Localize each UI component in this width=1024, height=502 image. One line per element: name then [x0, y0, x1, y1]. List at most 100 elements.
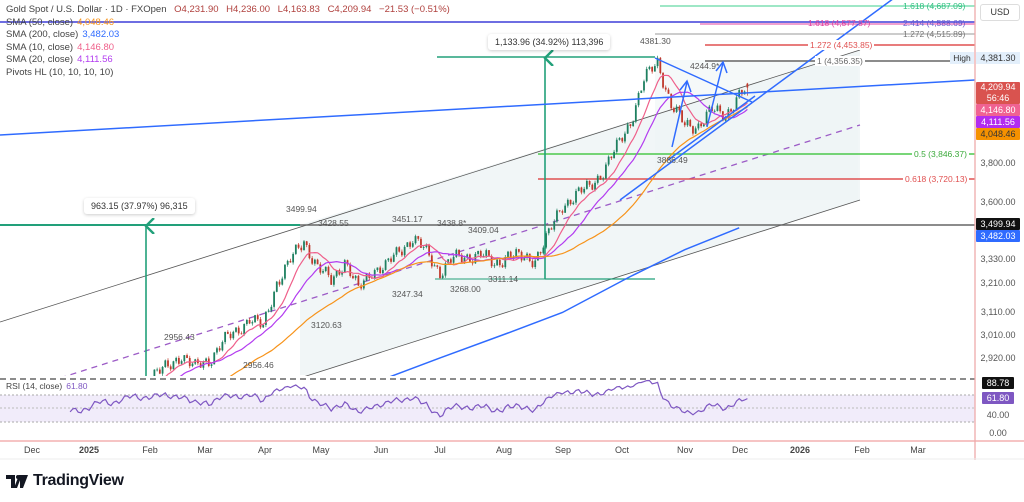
candle[interactable]	[667, 89, 670, 94]
candle[interactable]	[488, 250, 490, 257]
candle[interactable]	[692, 126, 694, 134]
candle[interactable]	[313, 259, 316, 264]
candle[interactable]	[594, 182, 596, 190]
candle[interactable]	[83, 433, 85, 441]
candle[interactable]	[346, 260, 349, 265]
candle[interactable]	[284, 264, 286, 279]
candle[interactable]	[662, 73, 664, 88]
candle[interactable]	[626, 124, 629, 134]
candle[interactable]	[428, 244, 431, 256]
candle[interactable]	[72, 432, 74, 438]
candle[interactable]	[237, 327, 240, 334]
candle[interactable]	[151, 382, 153, 387]
candle[interactable]	[401, 251, 403, 256]
candle[interactable]	[226, 331, 229, 334]
candle[interactable]	[632, 121, 635, 127]
candle[interactable]	[156, 369, 159, 371]
candle[interactable]	[539, 252, 542, 254]
candle[interactable]	[373, 270, 376, 278]
symbol-header[interactable]: Gold Spot / U.S. Dollar · 1D · FXOpen O4…	[6, 4, 450, 17]
candle[interactable]	[390, 258, 392, 262]
candle[interactable]	[31, 429, 33, 432]
candle[interactable]	[50, 438, 52, 440]
legend-pivots[interactable]: Pivots HL (10, 10, 10, 10)	[6, 67, 450, 80]
candle[interactable]	[248, 320, 251, 324]
candle[interactable]	[515, 249, 518, 258]
candle[interactable]	[447, 259, 450, 264]
candle[interactable]	[191, 363, 194, 367]
candle[interactable]	[441, 275, 444, 279]
candle[interactable]	[675, 106, 678, 112]
candle[interactable]	[39, 429, 41, 433]
candle[interactable]	[439, 266, 441, 279]
candle[interactable]	[716, 105, 719, 111]
candle[interactable]	[610, 156, 613, 159]
candle[interactable]	[735, 97, 738, 111]
candle[interactable]	[463, 257, 466, 263]
candle[interactable]	[316, 259, 319, 265]
arrow-up-1[interactable]	[671, 79, 692, 148]
candle[interactable]	[186, 355, 188, 358]
candle[interactable]	[167, 360, 169, 367]
candle[interactable]	[379, 267, 382, 274]
candle[interactable]	[137, 384, 139, 391]
candle[interactable]	[229, 333, 232, 339]
sma20-line[interactable]	[84, 91, 748, 434]
candle[interactable]	[164, 360, 167, 367]
candle[interactable]	[251, 322, 254, 324]
candle[interactable]	[577, 187, 580, 191]
candle[interactable]	[452, 256, 455, 263]
candle[interactable]	[278, 281, 281, 285]
candle[interactable]	[558, 210, 561, 212]
candle[interactable]	[365, 273, 368, 281]
sma200-polyline[interactable]	[386, 227, 740, 379]
candle[interactable]	[485, 250, 488, 256]
candle[interactable]	[509, 251, 512, 259]
candle[interactable]	[433, 265, 436, 267]
candle[interactable]	[504, 257, 507, 268]
candle[interactable]	[705, 111, 708, 125]
candle[interactable]	[289, 260, 292, 263]
candle[interactable]	[501, 265, 504, 268]
candle[interactable]	[235, 327, 237, 332]
candle[interactable]	[580, 187, 583, 193]
candle[interactable]	[643, 81, 645, 91]
candle[interactable]	[664, 87, 667, 90]
candle[interactable]	[180, 361, 183, 364]
candle[interactable]	[140, 391, 142, 394]
candle[interactable]	[232, 331, 235, 339]
candle[interactable]	[153, 369, 156, 382]
candle[interactable]	[550, 228, 553, 230]
candle[interactable]	[322, 271, 324, 273]
candle[interactable]	[349, 264, 352, 277]
candle[interactable]	[262, 324, 265, 328]
candle[interactable]	[569, 199, 572, 205]
candle[interactable]	[474, 253, 477, 264]
candle[interactable]	[305, 241, 308, 246]
currency-button[interactable]: USD	[980, 4, 1020, 21]
candle[interactable]	[224, 331, 227, 343]
legend-sma20[interactable]: SMA (20, close) 4,111.56	[6, 54, 450, 67]
candle[interactable]	[256, 315, 259, 320]
candle[interactable]	[406, 242, 409, 247]
candle[interactable]	[395, 247, 398, 255]
candle[interactable]	[409, 242, 411, 247]
sma200-line[interactable]	[386, 227, 740, 379]
channel-mid-line[interactable]	[60, 124, 861, 378]
candle[interactable]	[91, 428, 93, 436]
trendline-support-major[interactable]	[619, 0, 905, 201]
candle[interactable]	[596, 175, 599, 183]
candle[interactable]	[545, 233, 547, 248]
candle[interactable]	[700, 123, 703, 127]
candle[interactable]	[335, 270, 338, 277]
candle[interactable]	[607, 156, 610, 165]
candle[interactable]	[381, 269, 384, 274]
candle[interactable]	[681, 110, 683, 123]
candle[interactable]	[444, 263, 447, 276]
candle[interactable]	[670, 93, 673, 109]
candle[interactable]	[343, 260, 346, 273]
candle[interactable]	[653, 66, 656, 72]
candle[interactable]	[286, 260, 289, 265]
candle[interactable]	[455, 249, 458, 257]
